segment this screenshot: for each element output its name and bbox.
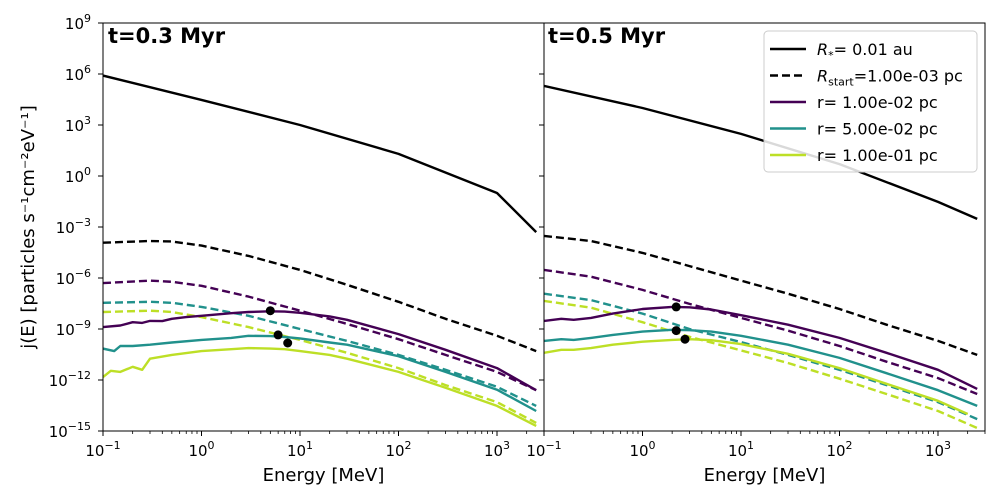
- series-line-solid-6: [544, 328, 978, 408]
- y-tick-label: 103: [65, 114, 91, 135]
- x-tick-label: 102: [826, 439, 852, 460]
- series-line-dashed-2: [103, 279, 537, 392]
- x-tick-label: 10−1: [85, 439, 120, 460]
- x-tick-label: 101: [728, 439, 754, 460]
- peak-marker-0: [671, 302, 681, 312]
- series-line-solid-7: [103, 346, 537, 427]
- y-tick-label: 10−12: [49, 369, 91, 390]
- x-tick-label: 100: [188, 439, 214, 460]
- x-tick-label: 10−1: [526, 439, 561, 460]
- x-axis-label-1: Energy [MeV]: [704, 465, 826, 486]
- y-tick-label: 100: [65, 165, 91, 186]
- y-tick-label: 10−3: [56, 216, 91, 237]
- peak-marker-2: [283, 338, 293, 348]
- x-tick-label: 103: [484, 439, 510, 460]
- series-line-solid-6: [103, 334, 537, 413]
- axes-frame-0: [102, 22, 545, 432]
- series-line-dashed-2: [544, 268, 978, 396]
- y-axis-label: j(E) [particles s⁻¹cm⁻²eV⁻¹]: [18, 105, 39, 350]
- x-ticks-0: 10−1 100 101 102 103: [85, 431, 545, 460]
- legend-label-1: Rstart=1.00e-03 pc: [817, 67, 963, 89]
- peak-marker-2: [680, 334, 690, 344]
- x-ticks-1: 10−1 100 101 102 103: [526, 431, 986, 460]
- series-line-dashed-3: [544, 292, 978, 421]
- series-group-0: [103, 74, 538, 427]
- x-axis-label-0: Energy [MeV]: [263, 465, 385, 486]
- y-ticks-1: [539, 22, 544, 432]
- series-line-dashed-1: [103, 239, 537, 353]
- legend: R*= 0.01 au Rstart=1.00e-03 pc r= 1.00e-02…: [763, 30, 978, 173]
- legend-label-4: r= 1.00e-01 pc: [817, 146, 938, 165]
- markers-group-0: [265, 306, 293, 348]
- markers-group-1: [671, 302, 690, 344]
- peak-marker-0: [265, 306, 275, 316]
- series-line-dashed-1: [544, 234, 978, 357]
- x-tick-label: 101: [287, 439, 313, 460]
- y-ticks-0: 10−15 10−12 10−9 10−6 10−3 100 103 106 109: [49, 12, 103, 441]
- series-line-dashed-4: [544, 299, 978, 430]
- series-line-solid-5: [544, 305, 978, 390]
- y-tick-label: 106: [65, 63, 91, 84]
- peak-marker-1: [671, 326, 681, 336]
- legend-label-0: R*= 0.01 au: [817, 40, 913, 62]
- series-line-dashed-4: [103, 309, 537, 424]
- x-tick-label: 100: [629, 439, 655, 460]
- x-tick-label: 103: [925, 439, 951, 460]
- y-tick-label: 109: [65, 12, 91, 33]
- legend-label-2: r= 1.00e-02 pc: [817, 93, 938, 112]
- x-tick-label: 102: [385, 439, 411, 460]
- y-tick-label: 10−15: [49, 420, 91, 441]
- series-line-solid-5: [103, 310, 537, 392]
- panel-0: 10−1 100 101 102 103 10−1510−1210−910−610−31…: [18, 12, 545, 486]
- legend-label-3: r= 5.00e-02 pc: [817, 120, 938, 139]
- y-tick-label: 10−6: [56, 267, 91, 288]
- panel-label-0: t=0.3 Myr: [108, 24, 226, 48]
- panel-label-1: t=0.5 Myr: [548, 24, 666, 48]
- peak-marker-1: [273, 330, 283, 340]
- series-line-dashed-3: [103, 300, 537, 407]
- series-line-solid-0: [103, 74, 538, 233]
- legend-box: [763, 30, 978, 173]
- panel-1: 10−1 100 101 102 103 t=0.5 Myr Energy [MeV]: [526, 22, 986, 486]
- series-line-solid-7: [544, 338, 969, 416]
- series-group-1: [544, 84, 978, 430]
- y-tick-label: 10−9: [56, 318, 91, 339]
